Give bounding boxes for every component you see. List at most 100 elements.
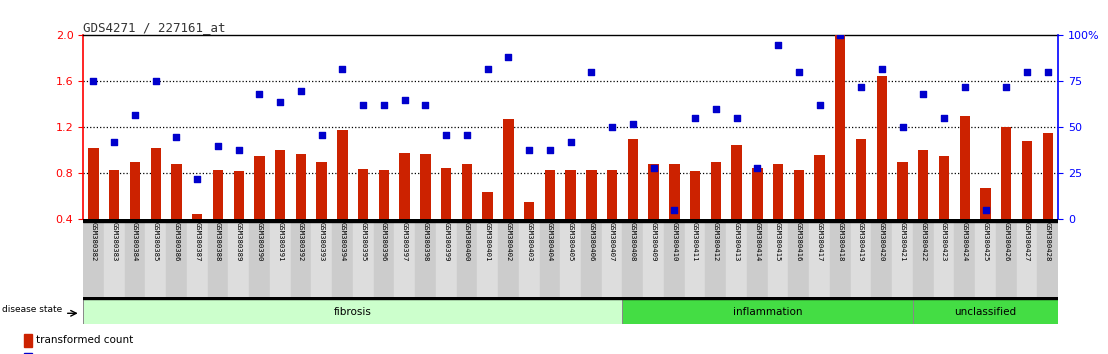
Point [229, 147, 247, 152]
Text: GSM380398: GSM380398 [422, 222, 429, 261]
Bar [752, 168, 762, 219]
Bar [747, 219, 768, 297]
Bar [187, 219, 207, 297]
Bar [623, 297, 913, 324]
Text: transformed count: transformed count [37, 335, 134, 345]
Point [1018, 69, 1036, 75]
Bar [249, 219, 270, 297]
Text: inflammation: inflammation [733, 307, 802, 317]
Point [84, 79, 102, 84]
Bar [228, 219, 249, 297]
Text: GSM380428: GSM380428 [1045, 222, 1050, 261]
Text: GSM380391: GSM380391 [277, 222, 284, 261]
Bar [462, 164, 472, 219]
Bar [24, 334, 32, 347]
Bar [954, 219, 975, 297]
Bar [337, 130, 348, 219]
Text: GSM380412: GSM380412 [712, 222, 719, 261]
Text: GSM380401: GSM380401 [484, 222, 491, 261]
Text: GSM380417: GSM380417 [817, 222, 822, 261]
Point [790, 69, 808, 75]
Bar [768, 219, 789, 297]
Point [956, 84, 974, 90]
Point [603, 125, 620, 130]
Point [562, 139, 579, 145]
Point [624, 121, 642, 127]
Point [458, 132, 475, 138]
Point [375, 103, 392, 108]
Bar [960, 116, 970, 219]
Text: GSM380390: GSM380390 [256, 222, 263, 261]
Bar [317, 162, 327, 219]
Bar [394, 219, 416, 297]
Text: GSM380427: GSM380427 [1024, 222, 1030, 261]
Bar [710, 162, 721, 219]
Bar [83, 297, 623, 324]
Bar [379, 170, 389, 219]
Point [105, 139, 123, 145]
Point [521, 147, 538, 152]
Point [250, 91, 268, 97]
Bar [130, 162, 140, 219]
Bar [561, 219, 581, 297]
Text: GSM380396: GSM380396 [381, 222, 387, 261]
Text: GSM380408: GSM380408 [629, 222, 636, 261]
Point [645, 165, 663, 171]
Bar [855, 139, 866, 219]
Bar [234, 171, 244, 219]
Bar [919, 150, 929, 219]
Bar [540, 219, 561, 297]
Text: GSM380418: GSM380418 [838, 222, 843, 261]
Bar [607, 170, 617, 219]
Bar [586, 170, 596, 219]
Bar [497, 219, 519, 297]
Bar [793, 170, 804, 219]
Bar [213, 170, 223, 219]
Point [707, 106, 725, 112]
Bar [814, 155, 824, 219]
Point [976, 207, 994, 213]
Bar [124, 219, 145, 297]
Text: GSM380389: GSM380389 [236, 222, 242, 261]
Point [728, 115, 746, 121]
Text: GSM380383: GSM380383 [111, 222, 117, 261]
Bar [913, 297, 1058, 324]
Bar [109, 170, 120, 219]
Bar [648, 164, 659, 219]
Point [438, 132, 455, 138]
Bar [876, 76, 888, 219]
Bar [89, 148, 99, 219]
Text: GSM380399: GSM380399 [443, 222, 449, 261]
Bar [24, 353, 32, 354]
Bar [975, 219, 996, 297]
Point [293, 88, 310, 93]
Bar [254, 156, 265, 219]
Bar [270, 219, 290, 297]
Text: disease state: disease state [2, 305, 62, 314]
Text: unclassified: unclassified [954, 307, 1017, 317]
Text: GSM380392: GSM380392 [298, 222, 304, 261]
Bar [1017, 219, 1037, 297]
Point [873, 66, 891, 72]
Bar [373, 219, 394, 297]
Bar [871, 219, 892, 297]
Text: GSM380409: GSM380409 [650, 222, 657, 261]
Point [894, 125, 912, 130]
Text: GSM380394: GSM380394 [339, 222, 346, 261]
Text: GSM380419: GSM380419 [858, 222, 864, 261]
Text: GSM380425: GSM380425 [983, 222, 988, 261]
Bar [1022, 141, 1033, 219]
Bar [296, 154, 306, 219]
Bar [830, 219, 851, 297]
Text: GDS4271 / 227161_at: GDS4271 / 227161_at [83, 21, 226, 34]
Bar [83, 219, 104, 297]
Bar [1037, 219, 1058, 297]
Text: GSM380413: GSM380413 [733, 222, 739, 261]
Bar [311, 219, 332, 297]
Text: GSM380426: GSM380426 [1003, 222, 1009, 261]
Point [831, 33, 849, 38]
Bar [565, 170, 576, 219]
Bar [1002, 127, 1012, 219]
Text: GSM380414: GSM380414 [755, 222, 760, 261]
Point [666, 207, 684, 213]
